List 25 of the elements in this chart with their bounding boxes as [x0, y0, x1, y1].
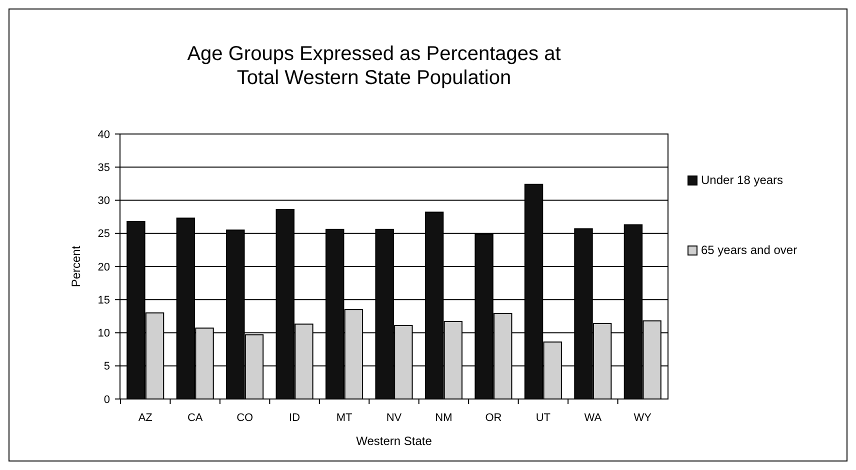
x-tick-label: NM [435, 412, 452, 424]
y-tick-label: 10 [98, 328, 110, 340]
x-tick-label: OR [485, 412, 502, 424]
legend-label: Under 18 years [701, 173, 784, 187]
x-tick-label: WY [634, 412, 652, 424]
y-tick-label: 35 [98, 162, 110, 174]
x-tick-label: WA [584, 412, 602, 424]
y-tick-label: 20 [98, 261, 110, 274]
x-tick-label: UT [536, 412, 551, 424]
x-tick-label: MT [336, 412, 352, 424]
y-tick-label: 0 [104, 394, 110, 406]
y-tick-label: 5 [104, 360, 110, 373]
y-tick-label: 15 [98, 294, 110, 306]
x-tick-label: NV [386, 412, 402, 424]
x-axis-title: Western State [356, 434, 432, 448]
chart-title: Age Groups Expressed as Percentages at Total Western State Population [187, 43, 562, 89]
x-tick-label: AZ [138, 412, 153, 424]
legend-label: 65 years and over [701, 243, 798, 257]
y-tick-label: 25 [98, 228, 110, 240]
y-axis-title: Percent [69, 245, 83, 288]
x-tick-label: CO [236, 412, 254, 424]
y-tick-label: 30 [98, 195, 110, 208]
x-tick-label: ID [289, 412, 300, 424]
y-tick-label: 40 [98, 128, 110, 141]
x-tick-label: CA [187, 412, 204, 424]
